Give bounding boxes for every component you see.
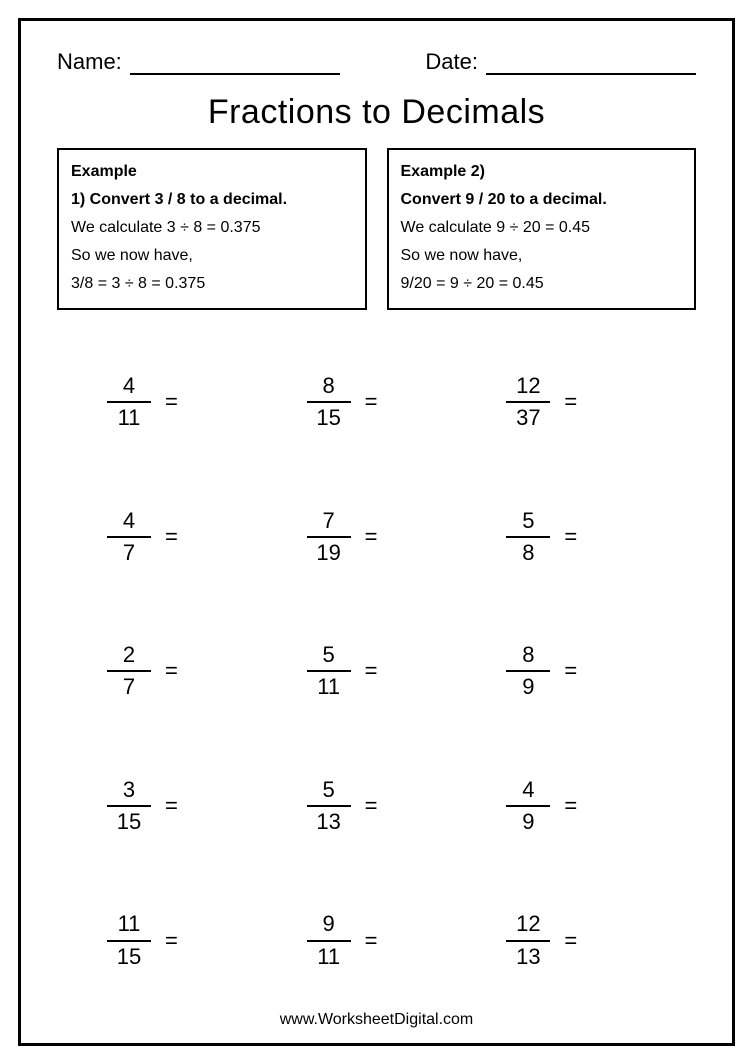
numerator: 5 (319, 642, 339, 670)
fraction: 49 (506, 777, 550, 836)
numerator: 8 (518, 642, 538, 670)
problem: 49 = (476, 744, 676, 869)
numerator: 2 (119, 642, 139, 670)
equals-sign: = (564, 524, 577, 550)
denominator: 11 (107, 401, 151, 431)
fraction: 911 (307, 911, 351, 970)
fraction: 511 (307, 642, 351, 701)
fraction: 411 (107, 373, 151, 432)
worksheet-page: Name: Date: Fractions to Decimals Exampl… (18, 18, 735, 1046)
denominator: 11 (307, 940, 351, 970)
problem: 47 = (77, 475, 277, 600)
denominator: 9 (506, 670, 550, 700)
example-2-line2: So we now have, (401, 242, 683, 270)
date-field: Date: (425, 49, 696, 75)
denominator: 13 (506, 940, 550, 970)
numerator: 11 (114, 911, 145, 939)
problem: 89 = (476, 609, 676, 734)
equals-sign: = (365, 928, 378, 954)
equals-sign: = (365, 389, 378, 415)
equals-sign: = (165, 658, 178, 684)
denominator: 15 (107, 805, 151, 835)
numerator: 3 (119, 777, 139, 805)
example-1-heading: Example (71, 158, 353, 186)
equals-sign: = (564, 658, 577, 684)
denominator: 7 (107, 670, 151, 700)
fraction: 1213 (506, 911, 550, 970)
denominator: 19 (307, 536, 351, 566)
denominator: 9 (506, 805, 550, 835)
denominator: 8 (506, 536, 550, 566)
problem: 315 = (77, 744, 277, 869)
numerator: 7 (319, 508, 339, 536)
equals-sign: = (165, 928, 178, 954)
fraction: 58 (506, 508, 550, 567)
denominator: 13 (307, 805, 351, 835)
problem: 513 = (277, 744, 477, 869)
numerator: 4 (119, 508, 139, 536)
example-1-line2: So we now have, (71, 242, 353, 270)
example-2-line1: We calculate 9 ÷ 20 = 0.45 (401, 214, 683, 242)
denominator: 7 (107, 536, 151, 566)
denominator: 37 (506, 401, 550, 431)
problem: 1213 = (476, 878, 676, 1003)
example-2-line3: 9/20 = 9 ÷ 20 = 0.45 (401, 270, 683, 298)
equals-sign: = (365, 793, 378, 819)
equals-sign: = (365, 524, 378, 550)
example-2-heading: Example 2) (401, 158, 683, 186)
name-field: Name: (57, 49, 340, 75)
equals-sign: = (564, 793, 577, 819)
fraction: 815 (307, 373, 351, 432)
date-blank[interactable] (486, 53, 696, 75)
equals-sign: = (365, 658, 378, 684)
problem: 1237 = (476, 340, 676, 465)
problem: 27 = (77, 609, 277, 734)
problem: 1115 = (77, 878, 277, 1003)
fraction: 89 (506, 642, 550, 701)
problem: 411 = (77, 340, 277, 465)
fraction: 47 (107, 508, 151, 567)
numerator: 5 (319, 777, 339, 805)
problem: 815 = (277, 340, 477, 465)
numerator: 8 (319, 373, 339, 401)
example-box-2: Example 2) Convert 9 / 20 to a decimal. … (387, 148, 697, 310)
fraction: 315 (107, 777, 151, 836)
example-1-line1: We calculate 3 ÷ 8 = 0.375 (71, 214, 353, 242)
name-blank[interactable] (130, 53, 340, 75)
page-title: Fractions to Decimals (57, 93, 696, 132)
fraction: 1115 (107, 911, 151, 970)
numerator: 4 (119, 373, 139, 401)
numerator: 9 (319, 911, 339, 939)
problem: 719 = (277, 475, 477, 600)
date-label: Date: (425, 49, 478, 75)
problem: 58 = (476, 475, 676, 600)
equals-sign: = (165, 793, 178, 819)
equals-sign: = (165, 524, 178, 550)
examples-row: Example 1) Convert 3 / 8 to a decimal. W… (57, 148, 696, 310)
numerator: 5 (518, 508, 538, 536)
problem: 511 = (277, 609, 477, 734)
header-row: Name: Date: (57, 49, 696, 75)
example-box-1: Example 1) Convert 3 / 8 to a decimal. W… (57, 148, 367, 310)
problem: 911 = (277, 878, 477, 1003)
fraction: 27 (107, 642, 151, 701)
example-1-line3: 3/8 = 3 ÷ 8 = 0.375 (71, 270, 353, 298)
fraction: 513 (307, 777, 351, 836)
numerator: 4 (518, 777, 538, 805)
denominator: 15 (107, 940, 151, 970)
numerator: 12 (512, 373, 544, 401)
equals-sign: = (165, 389, 178, 415)
denominator: 15 (307, 401, 351, 431)
fraction: 719 (307, 508, 351, 567)
equals-sign: = (564, 389, 577, 415)
problems-grid: 411= 815= 1237= 47= 719= 58= 27= 511= 89… (57, 340, 696, 1003)
example-1-prompt: 1) Convert 3 / 8 to a decimal. (71, 186, 353, 214)
fraction: 1237 (506, 373, 550, 432)
footer-credit: www.WorksheetDigital.com (57, 1011, 696, 1029)
example-2-prompt: Convert 9 / 20 to a decimal. (401, 186, 683, 214)
equals-sign: = (564, 928, 577, 954)
numerator: 12 (512, 911, 544, 939)
name-label: Name: (57, 49, 122, 75)
denominator: 11 (307, 670, 351, 700)
